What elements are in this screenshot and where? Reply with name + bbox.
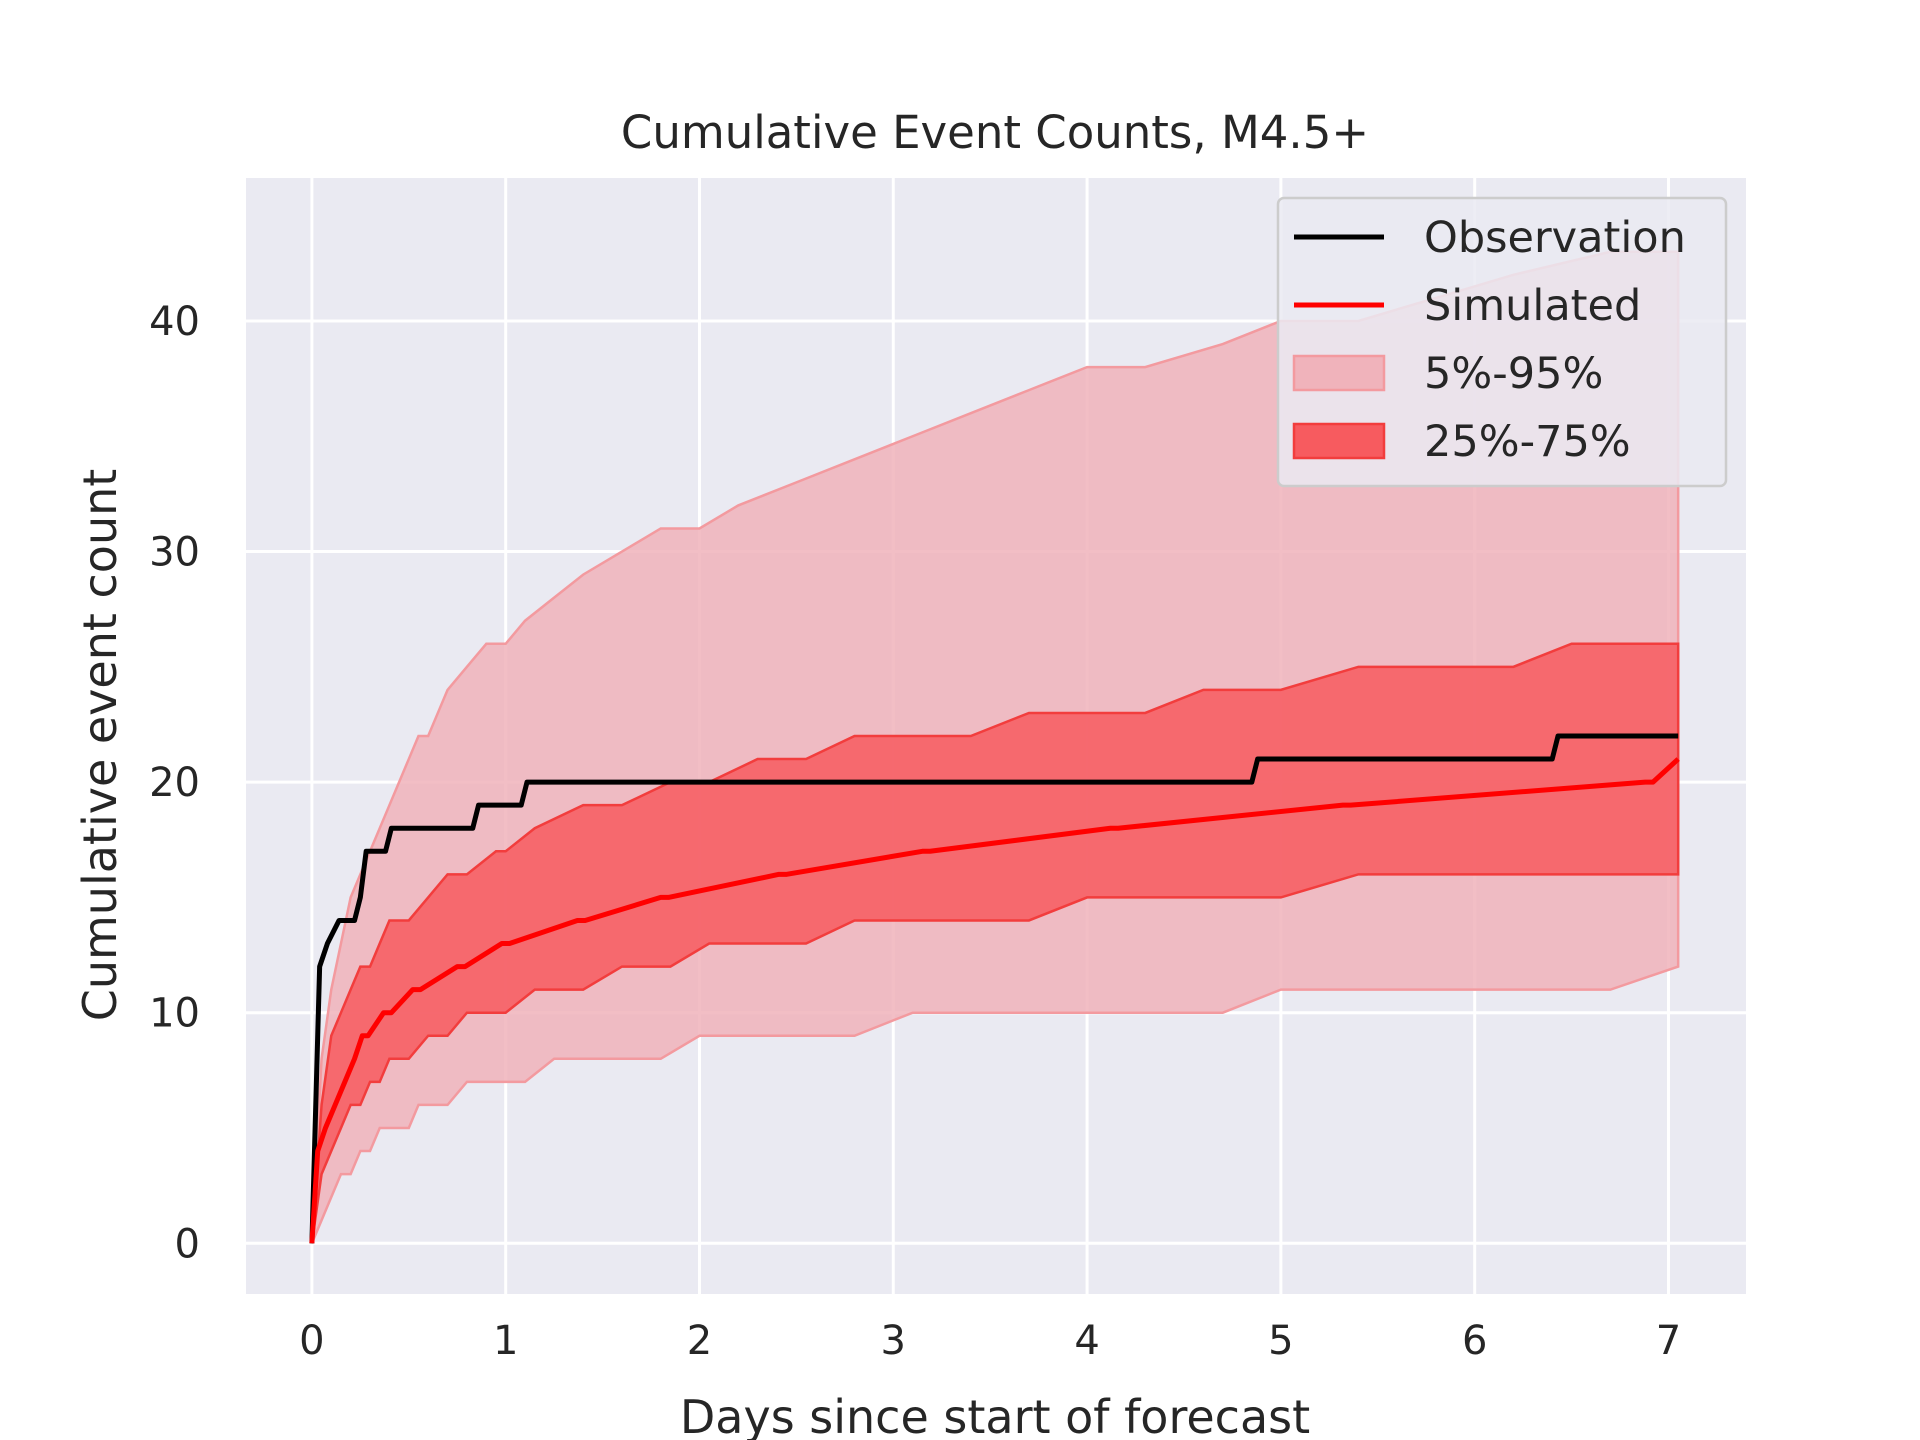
y-axis-label: Cumulative event count [73,469,127,1022]
x-tick-label: 2 [687,1318,712,1364]
y-tick-label: 40 [149,299,200,345]
series-lines [309,733,1680,1244]
y-tick-label: 10 [149,991,200,1037]
legend-box [1276,196,1728,488]
y-tick-label: 20 [149,760,200,806]
legend-label-25-75: 25%-75% [1424,417,1631,467]
y-tick-labels: 0 10 20 30 40 [149,299,200,1267]
x-axis-label: Days since start of forecast [680,1390,1310,1440]
legend-swatch-5-95 [1292,354,1386,392]
chart-title: Cumulative Event Counts, M4.5+ [621,106,1369,159]
x-tick-label: 7 [1656,1318,1681,1364]
legend-label-simulated: Simulated [1424,281,1641,331]
x-tick-label: 4 [1074,1318,1099,1364]
x-tick-label: 5 [1268,1318,1293,1364]
x-tick-label: 6 [1462,1318,1487,1364]
x-tick-label: 0 [299,1318,324,1364]
line-simulated [309,757,1680,1244]
legend-label-5-95: 5%-95% [1424,349,1603,399]
legend-swatch-25-75 [1292,422,1386,460]
legend: Observation Simulated 5%-95% 25%-75% [1276,196,1728,488]
x-tick-labels: 0 1 2 3 4 5 6 7 [299,1318,1681,1364]
y-tick-label: 0 [175,1221,200,1267]
x-tick-label: 1 [493,1318,518,1364]
y-tick-label: 30 [149,530,200,576]
percentile-bands [310,250,1680,1244]
legend-label-observation: Observation [1424,213,1686,263]
x-tick-label: 3 [881,1318,906,1364]
line-observation [309,733,1679,1244]
